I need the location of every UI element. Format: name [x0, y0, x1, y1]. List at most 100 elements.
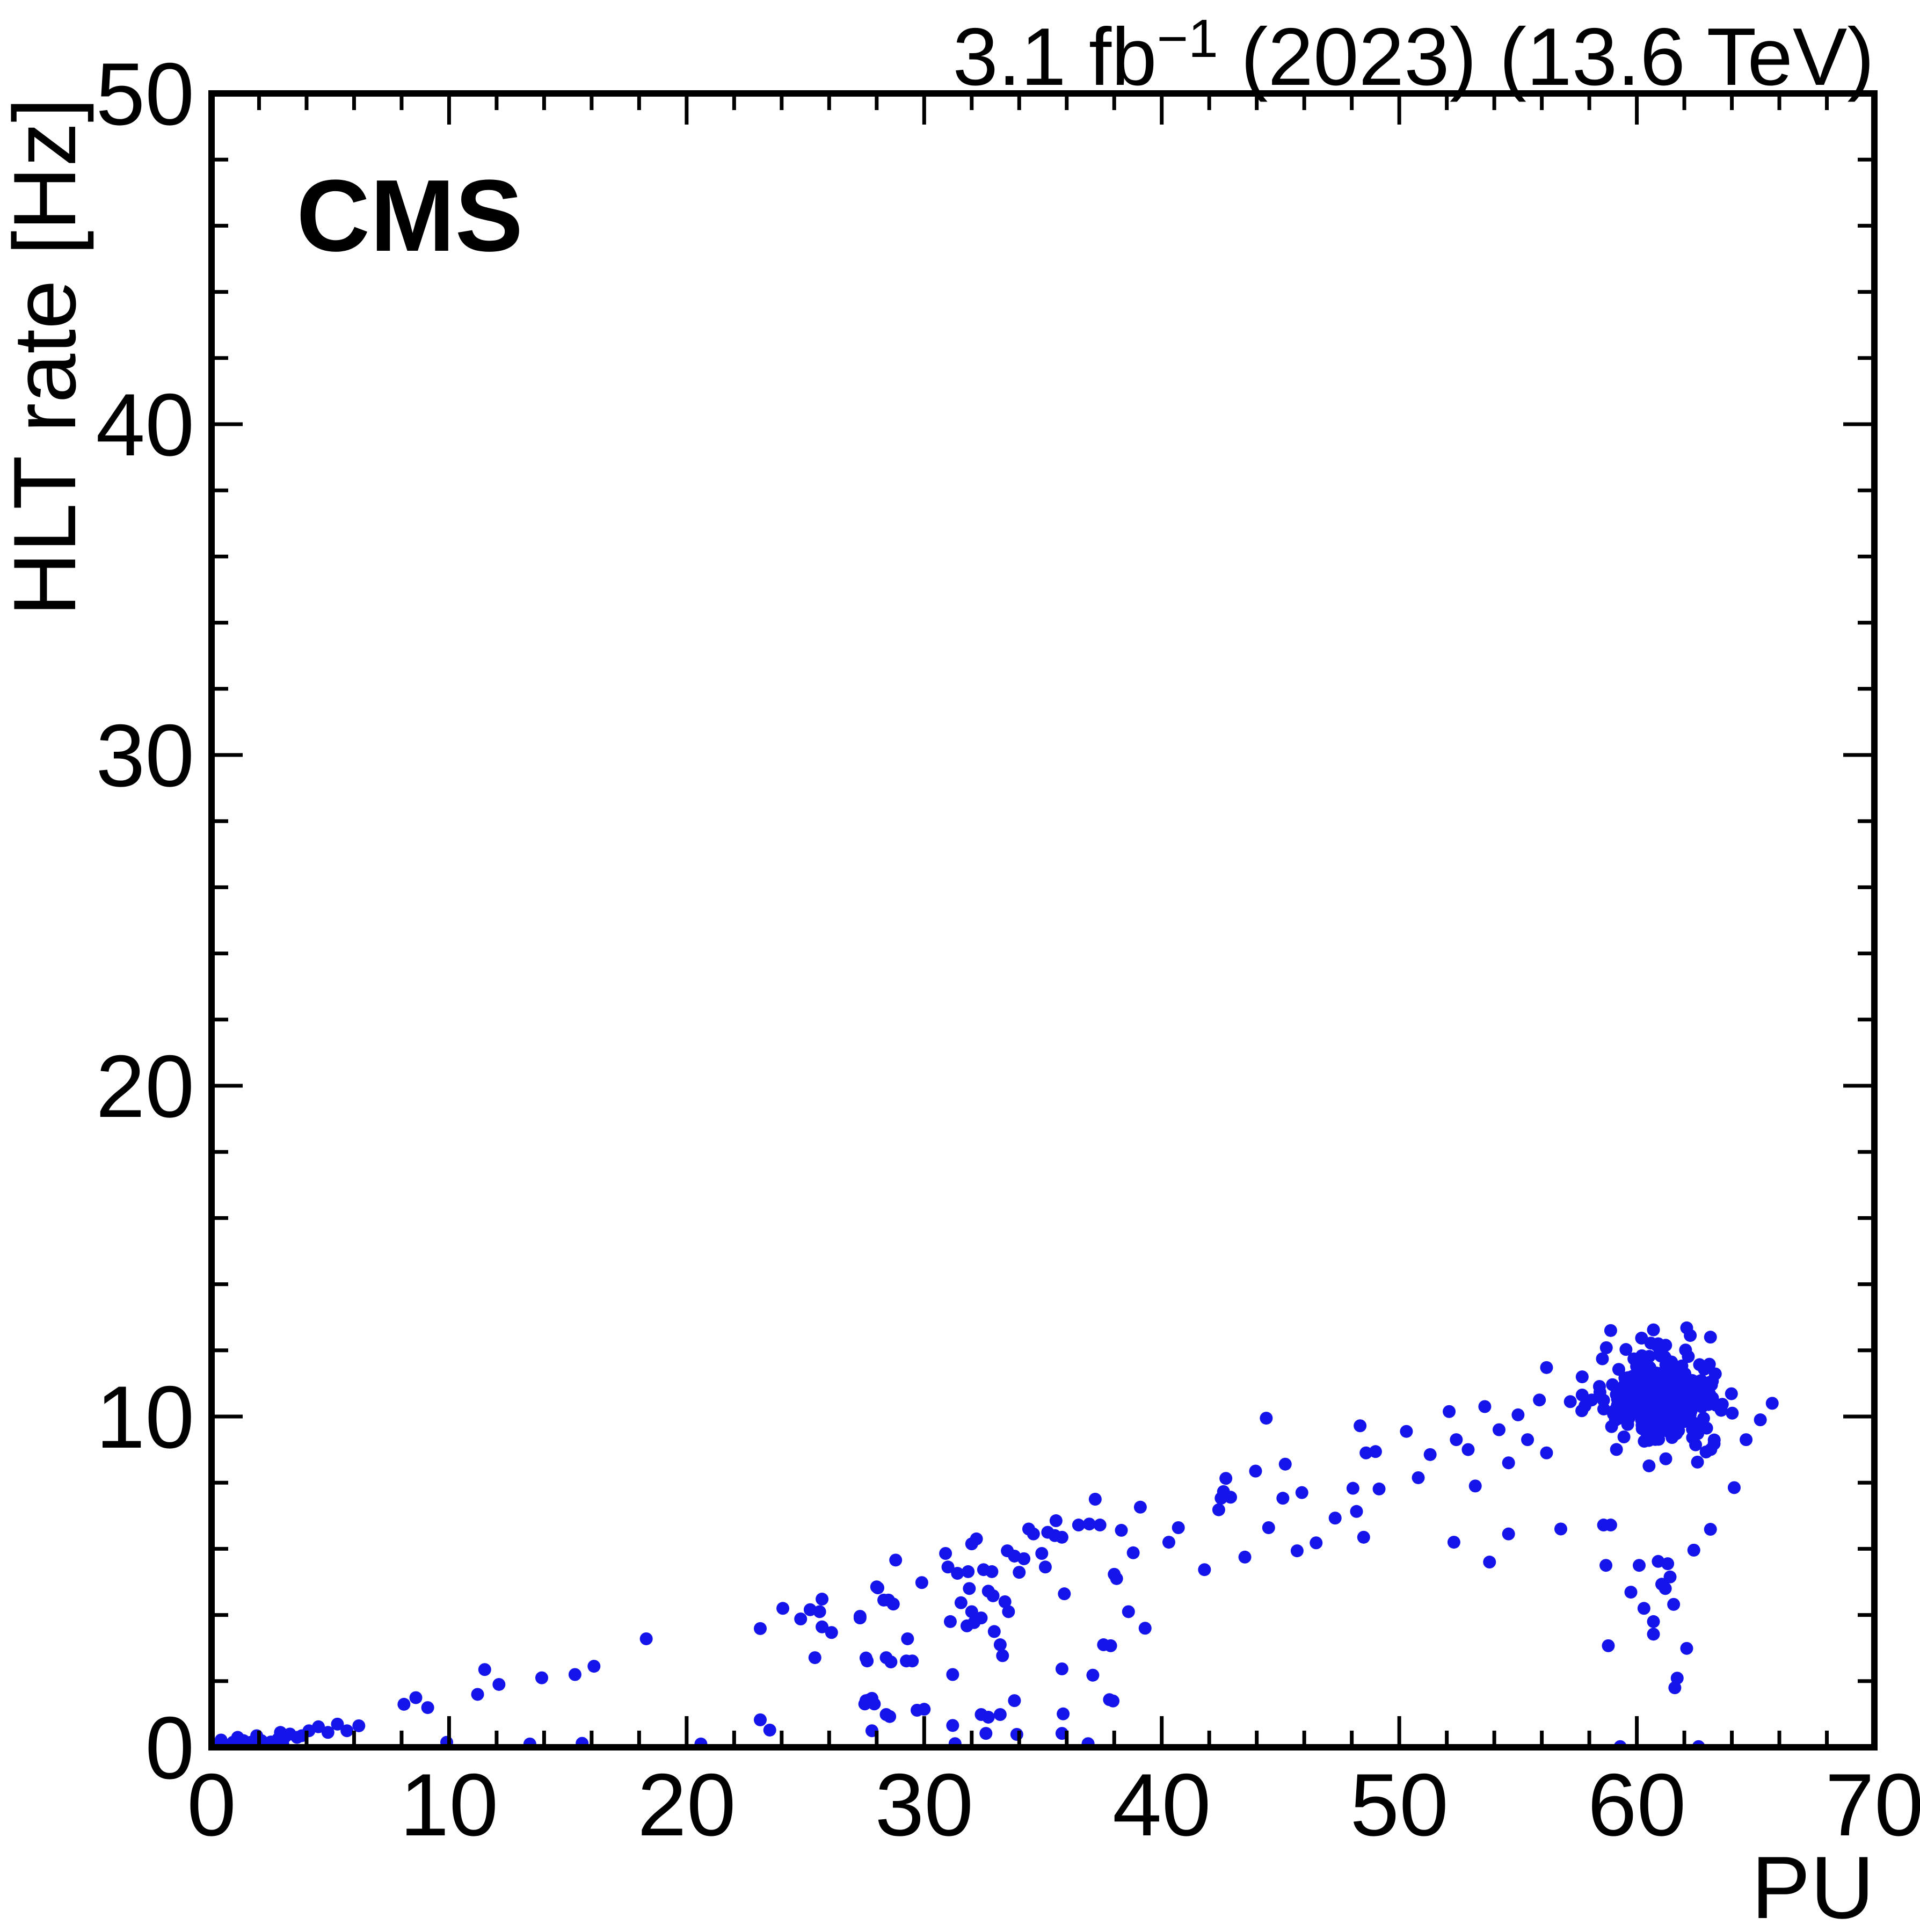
data-point [1684, 1329, 1697, 1342]
data-point [884, 1655, 898, 1669]
x-axis-title: PU [1751, 1838, 1874, 1932]
data-point [853, 1611, 867, 1625]
data-point [1082, 1517, 1096, 1531]
data-point [1198, 1563, 1211, 1577]
data-point [889, 1553, 903, 1567]
luminosity-exponent: −1 [1157, 9, 1218, 69]
data-point [1260, 1412, 1273, 1425]
data-point [1447, 1536, 1460, 1549]
data-point [1219, 1472, 1233, 1485]
data-point [409, 1691, 423, 1704]
data-point [331, 1717, 344, 1731]
data-point [1645, 1403, 1659, 1416]
y-tick-label: 20 [96, 1037, 194, 1136]
data-point [1502, 1456, 1515, 1470]
data-point [1238, 1550, 1252, 1564]
data-point [1679, 1343, 1692, 1357]
data-point [1678, 1399, 1692, 1412]
data-point [1637, 1602, 1650, 1615]
data-point [1604, 1519, 1617, 1532]
data-point [1754, 1413, 1767, 1427]
data-point [1262, 1521, 1275, 1534]
data-point [1725, 1387, 1738, 1400]
data-point [794, 1612, 808, 1625]
data-point [1680, 1642, 1693, 1655]
data-point [1443, 1405, 1456, 1418]
data-point [979, 1727, 993, 1740]
data-point [1483, 1556, 1496, 1569]
data-point [861, 1654, 874, 1668]
data-point [1668, 1681, 1682, 1695]
data-point [1667, 1597, 1681, 1611]
data-point [1578, 1399, 1591, 1413]
data-point [1609, 1413, 1622, 1427]
data-point [587, 1660, 601, 1673]
data-point [321, 1726, 334, 1739]
data-point [1540, 1361, 1553, 1374]
data-point [1640, 1429, 1654, 1442]
data-point [535, 1671, 548, 1684]
x-tick-label: 70 [1825, 1755, 1920, 1854]
data-point [941, 1560, 955, 1574]
x-tick-label: 50 [1350, 1755, 1449, 1854]
data-point [1461, 1443, 1475, 1456]
data-point [352, 1719, 366, 1732]
y-tick-label: 10 [96, 1368, 194, 1466]
data-point [1575, 1370, 1589, 1384]
data-point [1126, 1546, 1140, 1559]
data-point [1661, 1557, 1675, 1571]
data-point [1290, 1544, 1304, 1558]
x-tick-label: 30 [875, 1755, 974, 1854]
data-point [1027, 1527, 1040, 1541]
data-point [1704, 1331, 1717, 1344]
luminosity-prefix: 3.1 fb [952, 11, 1157, 103]
y-tick-label: 40 [96, 375, 194, 474]
data-point [1554, 1522, 1567, 1536]
data-point [1478, 1400, 1492, 1413]
data-point [906, 1654, 919, 1668]
data-point [1597, 1393, 1610, 1407]
data-point [870, 1580, 883, 1594]
data-point [1635, 1419, 1649, 1432]
data-point [1604, 1324, 1617, 1337]
data-point [985, 1565, 999, 1578]
data-point [1647, 1323, 1660, 1337]
data-point [421, 1701, 434, 1715]
data-point [1249, 1464, 1262, 1478]
data-point [1088, 1493, 1102, 1506]
data-point [1575, 1388, 1589, 1401]
data-point [1706, 1391, 1719, 1405]
plot-frame [208, 90, 1878, 1751]
data-point [1172, 1521, 1185, 1534]
data-point [1650, 1339, 1663, 1352]
data-point [1691, 1455, 1704, 1469]
data-point [231, 1731, 244, 1744]
data-point [868, 1697, 881, 1711]
data-point [918, 1703, 931, 1716]
data-point [312, 1720, 325, 1733]
data-point [639, 1632, 653, 1645]
data-point [1369, 1445, 1382, 1458]
data-point [1276, 1492, 1290, 1505]
data-point [1694, 1398, 1708, 1411]
data-point [993, 1708, 1007, 1722]
luminosity-label: 3.1 fb−1 (2023) (13.6 TeV) [952, 9, 1874, 103]
data-point [993, 1638, 1007, 1652]
data-point [1115, 1523, 1128, 1537]
data-point [1596, 1352, 1609, 1366]
data-point [1328, 1512, 1342, 1525]
data-point [954, 1596, 968, 1609]
data-point [1423, 1448, 1437, 1461]
x-tick-labels: 0 10 20 30 40 50 60 70 [187, 1755, 1920, 1854]
data-point [1659, 1452, 1672, 1465]
data-point [1133, 1500, 1147, 1514]
data-point [960, 1619, 973, 1632]
data-point [946, 1668, 959, 1681]
data-point [1057, 1707, 1070, 1720]
data-point [1010, 1727, 1023, 1741]
scatter-points [212, 1321, 1779, 1747]
data-point [1726, 1406, 1739, 1420]
data-point [1450, 1433, 1463, 1447]
data-point [1704, 1523, 1717, 1536]
data-point [471, 1688, 484, 1701]
